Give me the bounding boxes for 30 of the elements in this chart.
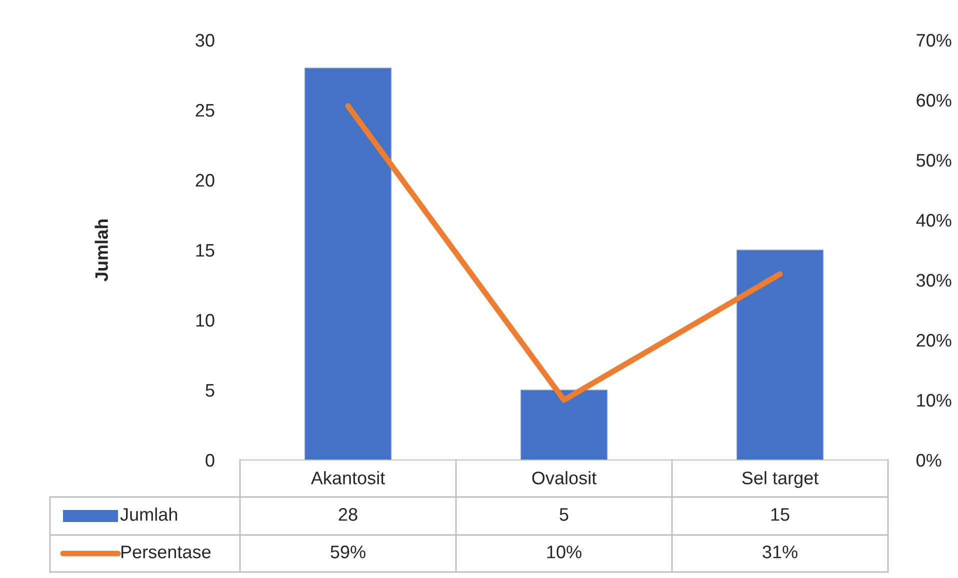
data-label: 31% bbox=[762, 546, 798, 558]
y2-tick-label: 50% bbox=[916, 154, 952, 167]
y-tick-label: 0 bbox=[206, 454, 214, 467]
y2-tick-label: 0% bbox=[916, 454, 942, 467]
y2-tick-label: 20% bbox=[916, 334, 952, 347]
bar bbox=[520, 390, 608, 460]
bar bbox=[736, 250, 824, 460]
x-tick-label: Ovalosit bbox=[532, 471, 596, 484]
bar bbox=[304, 68, 392, 460]
y-tick-label: 25 bbox=[196, 104, 214, 117]
x-tick-label: Akantosit bbox=[310, 471, 385, 484]
y-tick-label: 30 bbox=[196, 34, 214, 47]
y2-tick-label: 40% bbox=[916, 214, 952, 227]
data-label: 15 bbox=[771, 508, 790, 521]
legend-label: Persentase bbox=[121, 546, 211, 558]
y-tick-label: 20 bbox=[196, 174, 214, 187]
y-tick-label: 5 bbox=[206, 384, 214, 397]
y2-tick-label: 30% bbox=[916, 274, 952, 287]
data-label: 10% bbox=[547, 546, 582, 558]
y-axis-title: Jumlah bbox=[94, 220, 108, 282]
data-label: 59% bbox=[330, 546, 366, 558]
data-label: 28 bbox=[338, 508, 358, 521]
y2-tick-label: 60% bbox=[916, 94, 952, 107]
x-tick-label: Sel target bbox=[742, 471, 819, 488]
legend-label: Jumlah bbox=[120, 508, 178, 521]
y-tick-label: 15 bbox=[196, 244, 214, 257]
data-label: 5 bbox=[560, 508, 568, 521]
y2-tick-label: 10% bbox=[917, 394, 952, 407]
y-tick-label: 10 bbox=[196, 314, 214, 327]
y2-tick-label: 70% bbox=[916, 34, 952, 47]
